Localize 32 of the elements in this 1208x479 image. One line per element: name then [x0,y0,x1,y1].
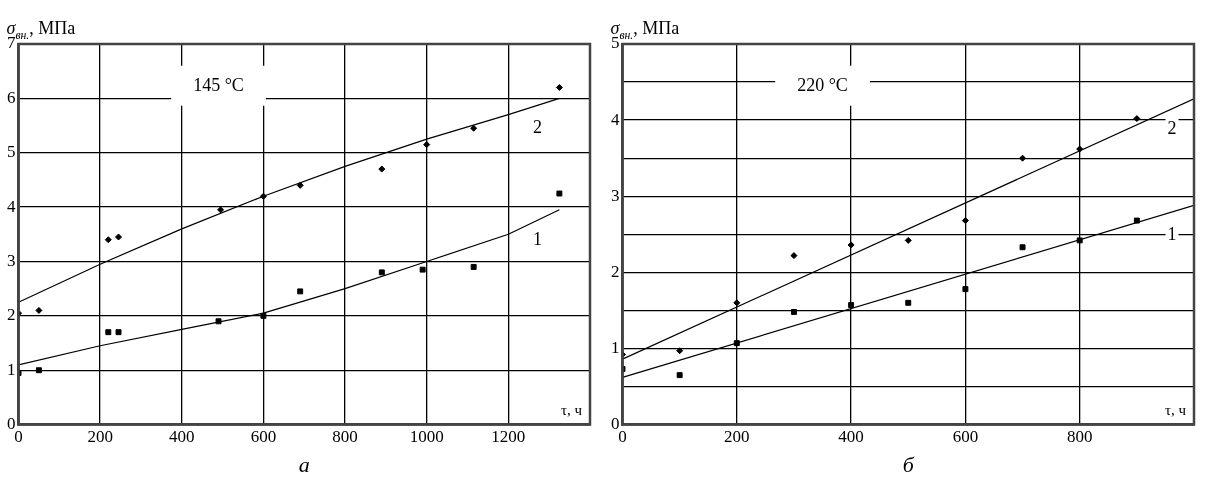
x-tick-label: 800 [1066,427,1093,447]
y-tick-label: 2 [611,261,620,281]
x-tick-label: 1000 [409,427,444,447]
x-tick-label: 600 [250,427,277,447]
y-tick-label: 0 [611,414,620,434]
y-tick-label: 0 [7,414,16,434]
y-tick-label: 5 [7,142,16,162]
series-label: 2 [1167,117,1177,138]
series-label: 2 [532,117,542,138]
y-tick-label: 4 [7,196,16,216]
x-axis-title: τ, ч [1164,402,1187,419]
x-tick-label: 200 [724,427,750,447]
y-tick-label: 6 [7,87,16,107]
x-tick-label: 600 [952,427,979,447]
y-tick-label: 3 [7,250,16,270]
text: а [298,452,310,478]
y-tick-label: 1 [7,359,16,379]
y-tick-label: 1 [611,337,620,357]
x-tick-label: 400 [838,427,864,447]
text: 145 °C [193,74,244,95]
x-axis-title: τ, ч [560,402,583,419]
y-tick-label: 2 [7,305,16,325]
series-label: 1 [532,228,542,249]
x-tick-label: 800 [332,427,358,447]
x-tick-label: 1200 [491,427,526,447]
x-tick-label: 200 [87,427,113,447]
y-tick-label: 3 [611,185,620,205]
text: 220 °C [797,74,848,95]
text: б [902,452,915,478]
series-label: 1 [1167,224,1177,245]
y-tick-label: 4 [611,109,620,129]
x-tick-label: 400 [169,427,195,447]
